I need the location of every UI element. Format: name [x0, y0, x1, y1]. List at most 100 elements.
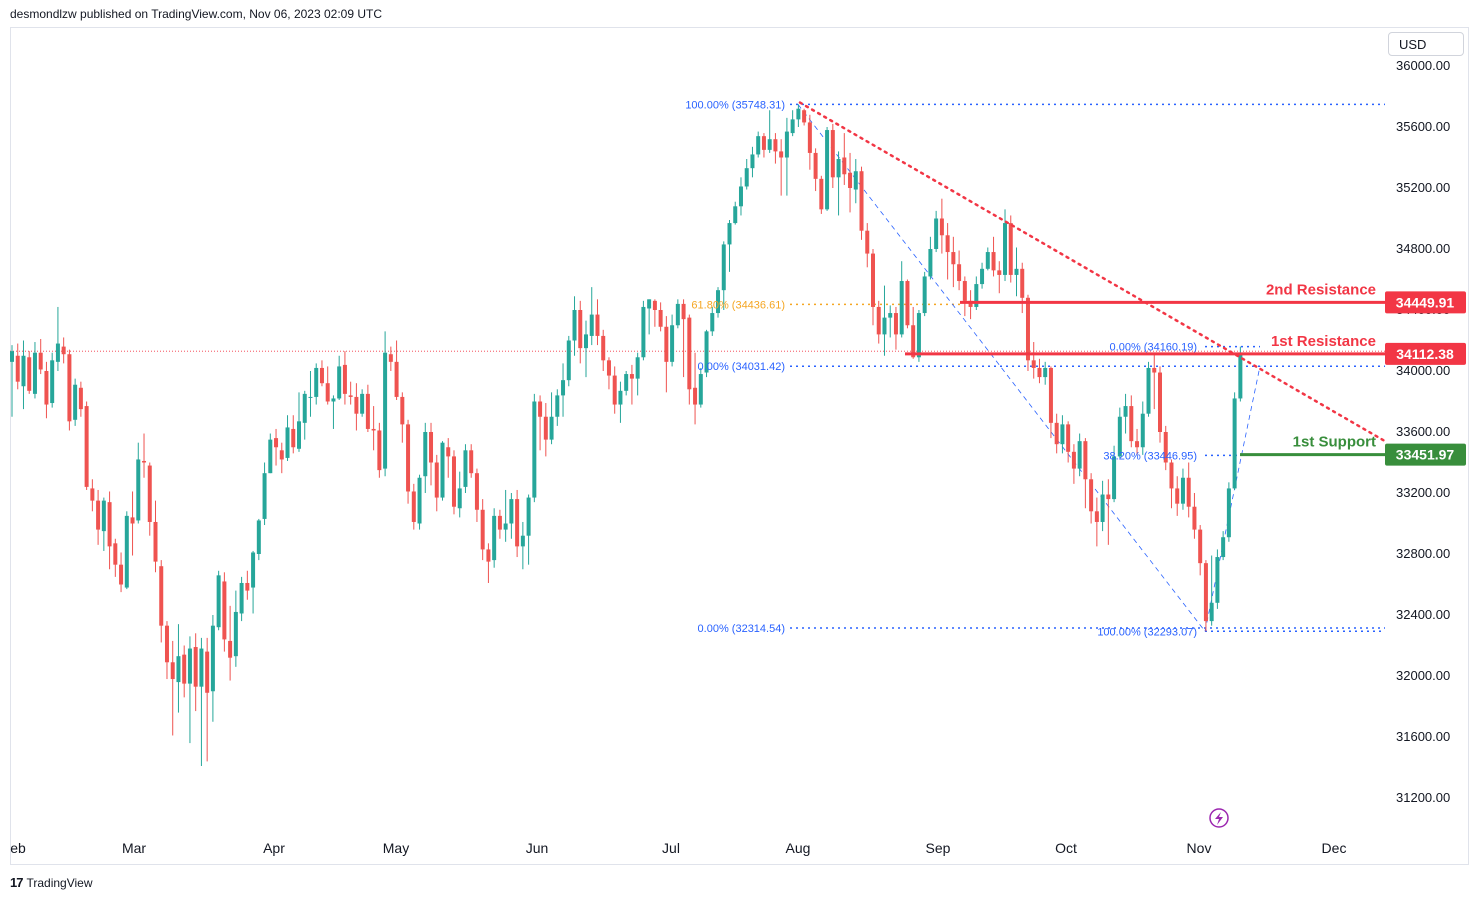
- candle-body: [492, 515, 497, 561]
- candle-body: [297, 421, 301, 449]
- y-tick-label: 33200.00: [1396, 485, 1450, 500]
- candle-body: [440, 442, 445, 498]
- candle-body: [899, 281, 904, 335]
- candle-body: [859, 171, 864, 231]
- y-tick-label: 34000.00: [1396, 363, 1450, 378]
- candle-body: [945, 235, 950, 253]
- candle-body: [503, 523, 508, 530]
- candle-body: [658, 310, 663, 327]
- candle-body: [78, 387, 83, 410]
- candle-body: [1031, 360, 1036, 368]
- y-tick-label: 31600.00: [1396, 729, 1450, 744]
- currency-selector[interactable]: USD: [1388, 32, 1464, 56]
- candle-body: [601, 335, 606, 361]
- candle-body: [652, 300, 657, 310]
- candle-body: [756, 136, 761, 155]
- candle-body: [228, 640, 233, 658]
- candle-body: [1152, 367, 1157, 373]
- x-tick-label: Dec: [1322, 840, 1347, 856]
- candle-body: [543, 416, 548, 440]
- x-tick-label: Mar: [122, 840, 146, 856]
- resistance-name-label: 2nd Resistance: [1266, 281, 1376, 298]
- candle-body: [251, 552, 256, 588]
- candle-body: [210, 625, 215, 692]
- candle-body: [538, 401, 543, 417]
- candle-body: [957, 264, 962, 282]
- x-tick-label: Jul: [662, 840, 680, 856]
- candle-body: [61, 346, 66, 355]
- candle-body: [314, 367, 319, 397]
- candle-body: [1077, 441, 1082, 469]
- support-price-tag: [1385, 443, 1466, 466]
- candle-body: [365, 393, 370, 429]
- candle-body: [1037, 367, 1042, 378]
- y-tick-label: 36000.00: [1396, 58, 1450, 73]
- candle-body: [738, 186, 743, 207]
- candle-body: [1025, 297, 1030, 361]
- candle-body: [1048, 367, 1053, 423]
- candle-body: [285, 427, 290, 458]
- candle-body: [750, 154, 755, 169]
- y-tick-label: 35200.00: [1396, 180, 1450, 195]
- resistance-price-tag-text: 34112.38: [1396, 346, 1454, 362]
- candle-body: [606, 360, 611, 376]
- candle-body: [400, 396, 405, 425]
- candle-body: [1117, 416, 1122, 457]
- candle-body: [509, 499, 514, 524]
- candle-body: [716, 290, 721, 314]
- candle-body: [916, 313, 921, 358]
- candle-body: [790, 119, 795, 134]
- candle-body: [572, 310, 577, 341]
- fib-level-label: 38.20% (33446.95): [1103, 450, 1197, 462]
- candle-body: [773, 139, 778, 152]
- candle-body: [1175, 488, 1180, 504]
- candle-body: [1043, 367, 1048, 378]
- publisher-caption: desmondlzw published on TradingView.com,…: [10, 7, 382, 21]
- chart-area[interactable]: [10, 27, 1469, 865]
- candle-body: [561, 380, 566, 396]
- candle-body: [934, 218, 939, 249]
- candle-body: [733, 206, 738, 224]
- tradingview-brand-text: TradingView: [26, 875, 93, 890]
- tradingview-logo[interactable]: 17 TradingView: [10, 875, 93, 890]
- candle-body: [423, 432, 428, 477]
- candle-body: [55, 343, 60, 362]
- candle-body: [980, 268, 985, 285]
- candle-body: [1209, 602, 1214, 622]
- candle-body: [1180, 477, 1185, 504]
- candle-body: [199, 648, 204, 687]
- candle-body: [153, 521, 158, 562]
- candle-body: [84, 406, 89, 487]
- fib-level-label: 0.00% (34160.19): [1110, 342, 1197, 354]
- x-tick-label: eb: [10, 840, 26, 856]
- candle-body: [159, 566, 164, 626]
- candle-body: [618, 390, 623, 405]
- resistance-price-tag-text: 34449.91: [1396, 294, 1455, 310]
- support-name-label: 1st Support: [1293, 434, 1376, 451]
- candle-body: [1112, 456, 1117, 500]
- candle-body: [457, 488, 462, 509]
- resistance-price-tag: [1385, 291, 1466, 314]
- candle-body: [446, 447, 451, 457]
- candle-body: [635, 357, 640, 379]
- x-tick-label: Jun: [526, 840, 549, 856]
- candle-body: [813, 152, 818, 179]
- candle-body: [928, 249, 933, 277]
- candle-body: [1135, 441, 1140, 448]
- candle-body: [463, 450, 468, 487]
- candle-body: [1198, 529, 1203, 564]
- candle-body: [693, 387, 698, 405]
- candle-body: [710, 313, 715, 332]
- candle-body: [905, 281, 910, 326]
- candle-body: [268, 439, 273, 474]
- candle-body: [1083, 441, 1088, 480]
- event-marker-icon: [1209, 808, 1229, 828]
- candle-body: [429, 432, 434, 463]
- y-tick-label: 35600.00: [1396, 119, 1450, 134]
- candle-body: [44, 371, 49, 405]
- candle-body: [882, 317, 887, 335]
- candle-body: [520, 535, 525, 547]
- candle-body: [147, 465, 152, 522]
- candle-body: [371, 428, 376, 431]
